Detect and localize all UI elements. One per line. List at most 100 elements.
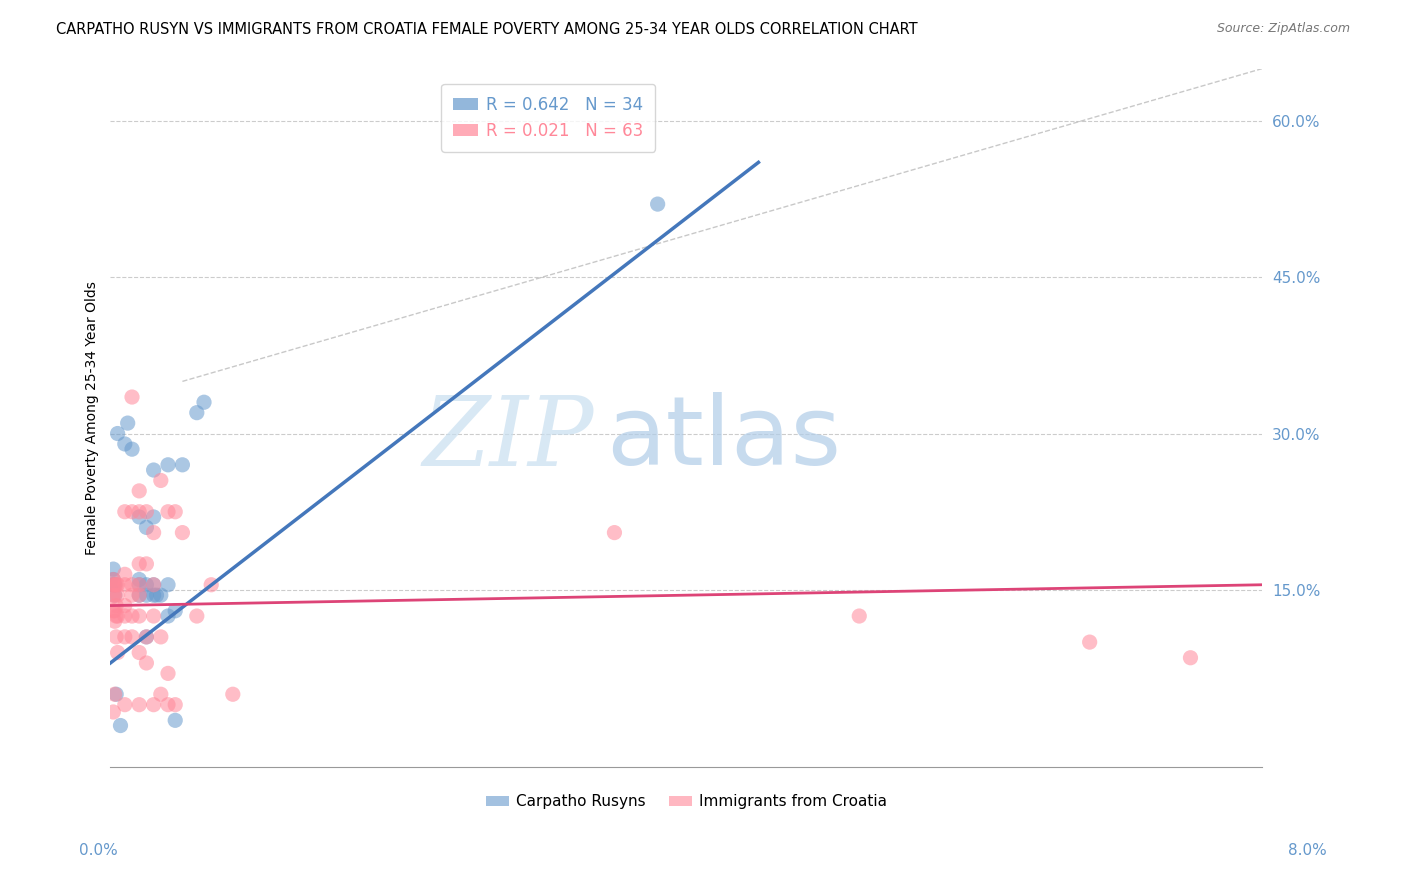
Point (121, 609, 143, 624)
Point (121, 505, 143, 519)
Point (121, 578, 143, 592)
Point (114, 630, 136, 644)
Point (193, 395, 215, 409)
Point (128, 557, 150, 571)
Point (156, 505, 179, 519)
Point (128, 698, 150, 712)
Point (105, 630, 128, 644)
Point (103, 578, 125, 592)
Point (149, 474, 172, 488)
Point (135, 520, 157, 534)
Point (128, 578, 150, 592)
Point (117, 416, 139, 430)
Point (104, 604, 127, 618)
Point (142, 525, 165, 540)
Text: atlas: atlas (606, 392, 841, 485)
Point (121, 588, 143, 602)
Text: ZIP: ZIP (423, 392, 595, 486)
Point (114, 578, 136, 592)
Point (172, 525, 194, 540)
Point (104, 614, 127, 628)
Point (128, 609, 150, 624)
Point (1180, 650, 1202, 665)
Point (142, 578, 165, 592)
Point (172, 458, 194, 472)
Point (114, 609, 136, 624)
Point (128, 578, 150, 592)
Point (103, 573, 125, 587)
Point (156, 578, 179, 592)
Point (142, 578, 165, 592)
Point (103, 578, 125, 592)
Point (165, 604, 187, 618)
Point (186, 406, 208, 420)
Point (107, 609, 129, 624)
Point (186, 609, 208, 624)
Point (647, 197, 669, 211)
Text: CARPATHO RUSYN VS IMMIGRANTS FROM CROATIA FEMALE POVERTY AMONG 25-34 YEAR OLDS C: CARPATHO RUSYN VS IMMIGRANTS FROM CROATI… (56, 22, 918, 37)
Text: 8.0%: 8.0% (1288, 843, 1327, 858)
Point (103, 604, 125, 618)
Point (200, 578, 222, 592)
Point (104, 588, 127, 602)
Point (135, 505, 157, 519)
Point (142, 510, 165, 524)
Point (145, 588, 167, 602)
Point (107, 588, 129, 602)
Point (104, 578, 127, 592)
Point (603, 525, 626, 540)
Point (149, 588, 172, 602)
Point (105, 599, 128, 613)
Legend: Carpatho Rusyns, Immigrants from Croatia: Carpatho Rusyns, Immigrants from Croatia (479, 789, 893, 815)
Point (165, 505, 187, 519)
Point (142, 609, 165, 624)
Point (110, 718, 132, 732)
Text: Source: ZipAtlas.com: Source: ZipAtlas.com (1216, 22, 1350, 36)
Point (128, 588, 150, 602)
Point (222, 687, 245, 701)
Point (104, 578, 127, 592)
Point (135, 588, 157, 602)
Point (142, 463, 165, 477)
Point (128, 573, 150, 587)
Y-axis label: Female Poverty Among 25-34 Year Olds: Female Poverty Among 25-34 Year Olds (86, 281, 100, 555)
Point (114, 567, 136, 582)
Point (104, 687, 127, 701)
Point (114, 698, 136, 712)
Point (103, 705, 125, 719)
Point (135, 656, 157, 670)
Point (135, 630, 157, 644)
Point (128, 646, 150, 660)
Point (135, 557, 157, 571)
Point (156, 666, 179, 681)
Point (128, 505, 150, 519)
Point (135, 630, 157, 644)
Point (103, 573, 125, 587)
Point (142, 588, 165, 602)
Point (165, 698, 187, 712)
Point (135, 578, 157, 592)
Point (128, 510, 150, 524)
Point (848, 609, 870, 624)
Point (105, 578, 128, 592)
Point (149, 630, 172, 644)
Point (1078, 635, 1101, 649)
Point (121, 390, 143, 404)
Text: 0.0%: 0.0% (79, 843, 118, 858)
Point (103, 562, 125, 576)
Point (114, 599, 136, 613)
Point (107, 578, 129, 592)
Point (156, 698, 179, 712)
Point (128, 588, 150, 602)
Point (103, 588, 125, 602)
Point (114, 505, 136, 519)
Point (156, 609, 179, 624)
Point (105, 687, 128, 701)
Point (121, 442, 143, 457)
Point (107, 426, 129, 441)
Point (121, 630, 143, 644)
Point (149, 687, 172, 701)
Point (165, 714, 187, 728)
Point (128, 483, 150, 498)
Point (107, 646, 129, 660)
